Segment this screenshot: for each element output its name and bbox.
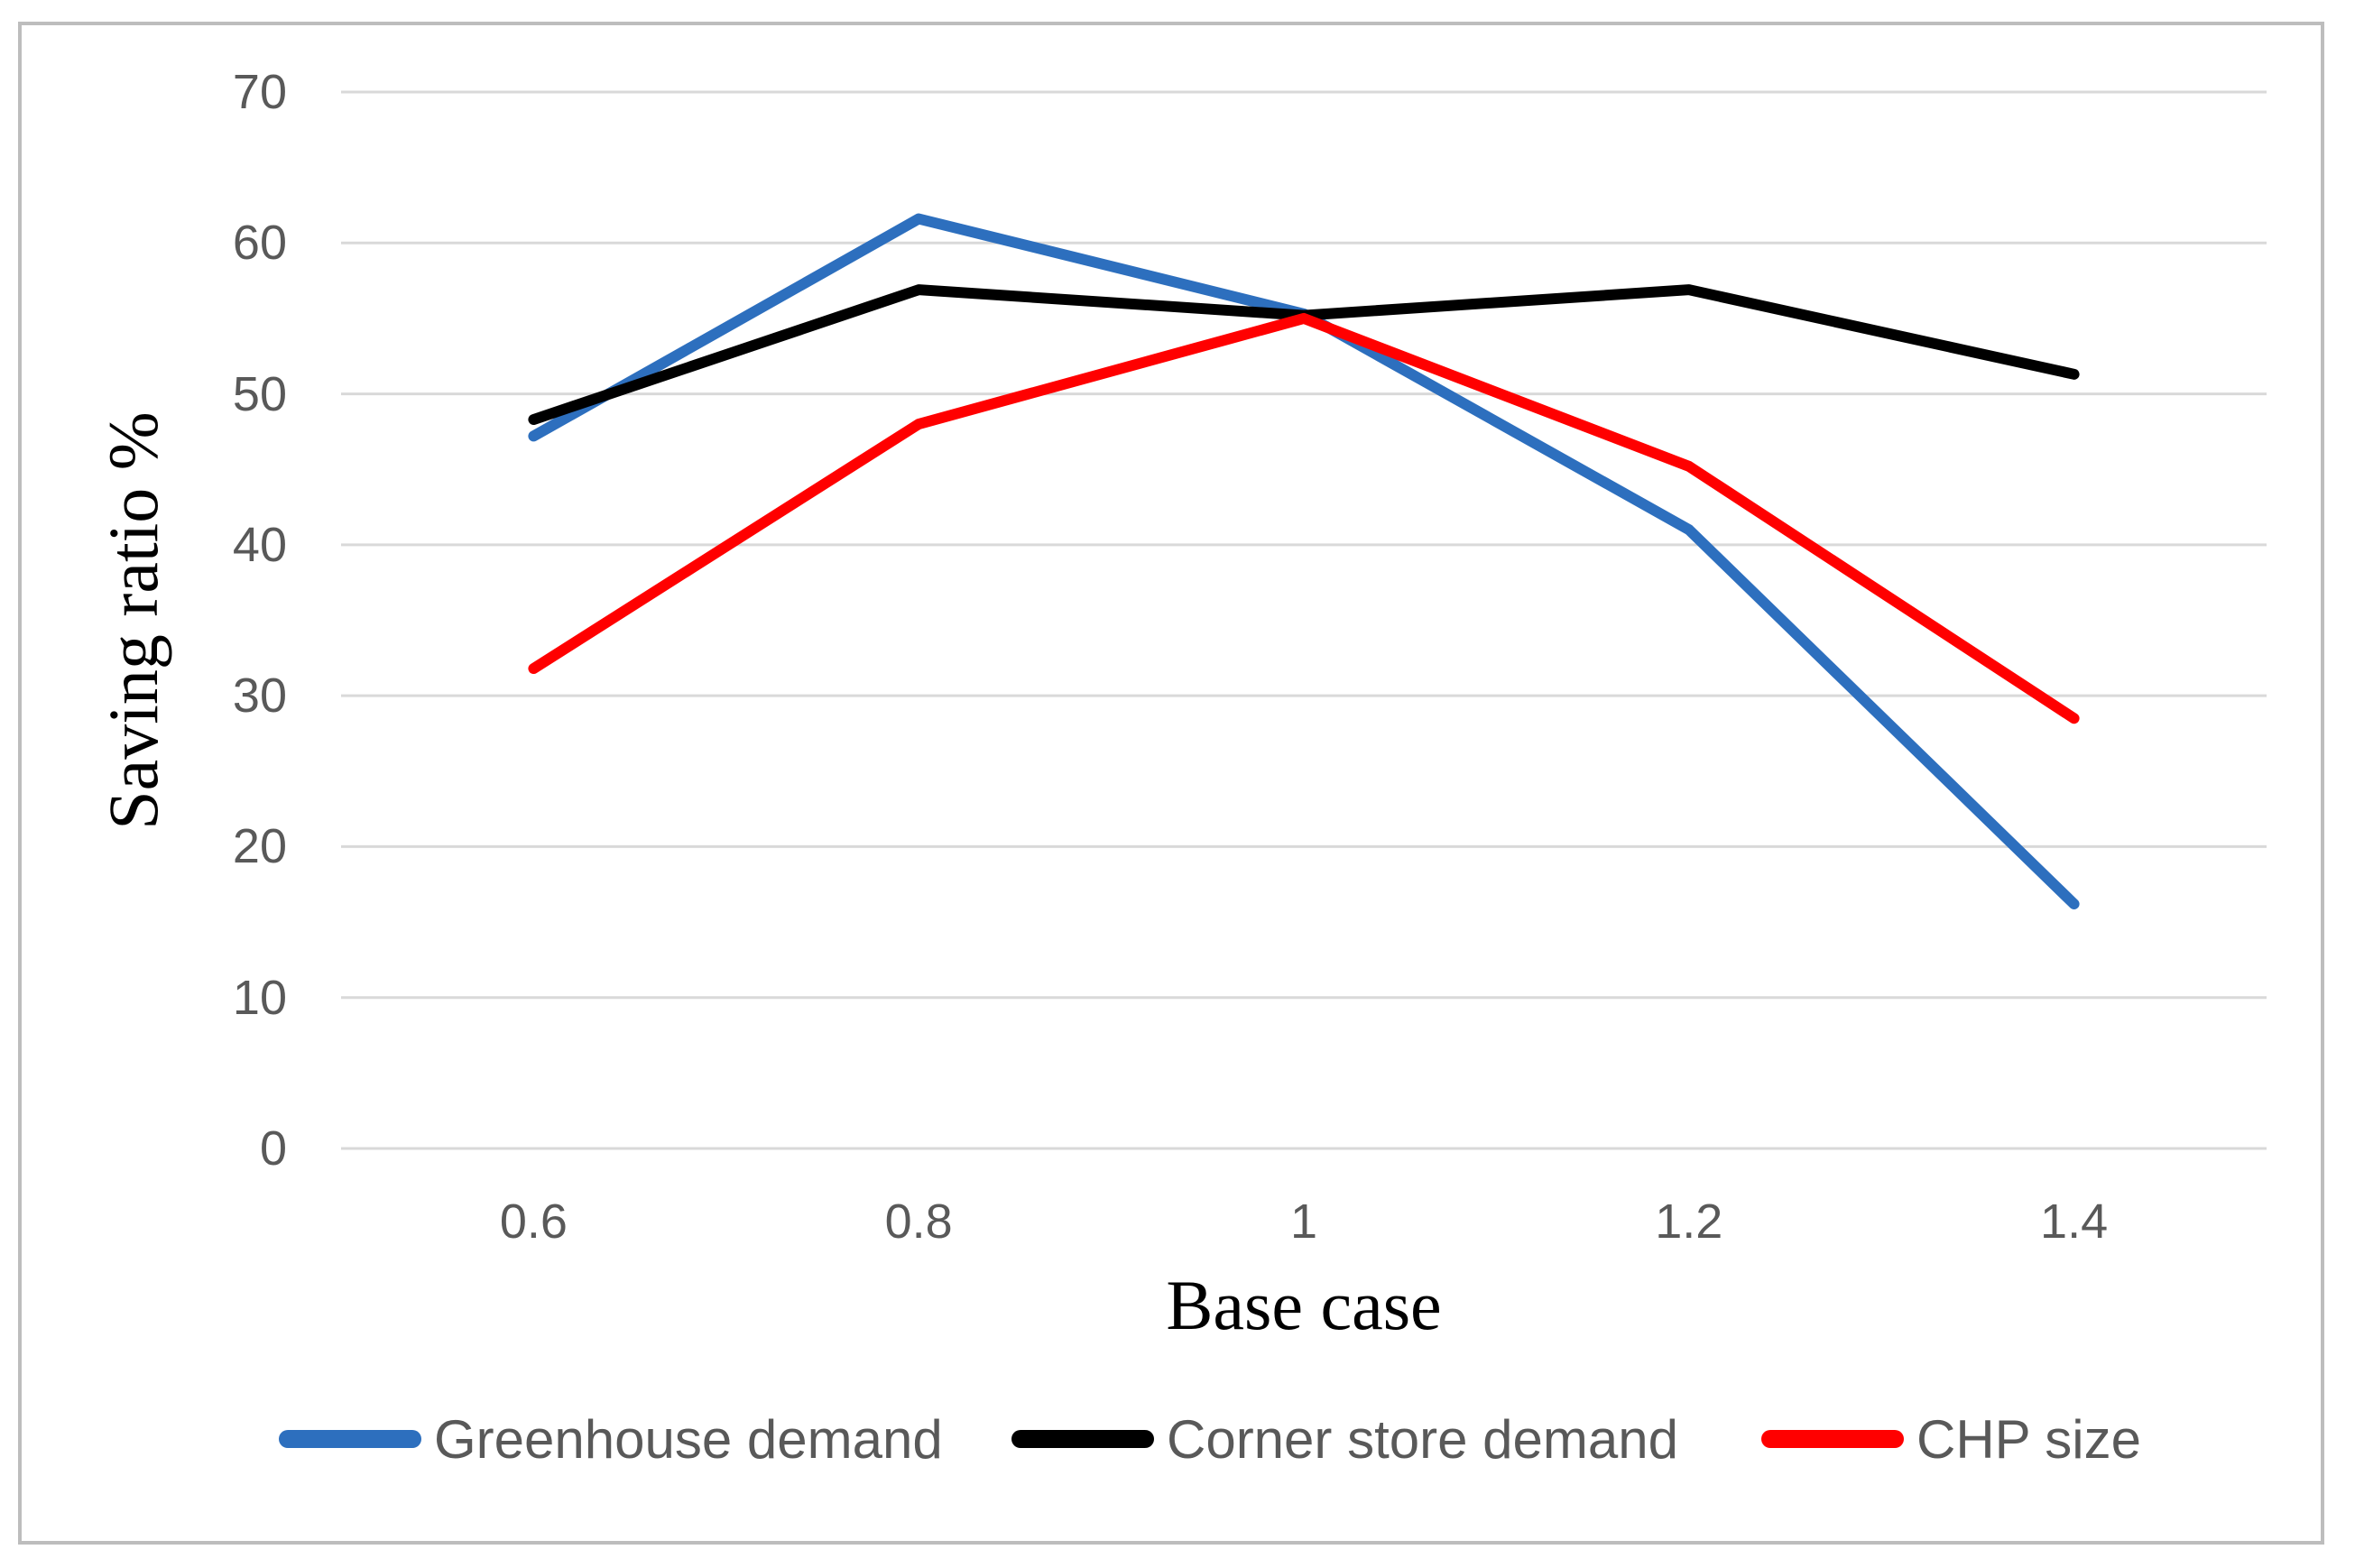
y-tick-label-40: 40 xyxy=(232,517,287,572)
y-tick-label-60: 60 xyxy=(232,216,287,271)
legend-swatch-icon xyxy=(279,1430,421,1448)
legend-item-greenhouse-demand: Greenhouse demand xyxy=(279,1407,943,1471)
legend-item-chp-size: CHP size xyxy=(1761,1407,2141,1471)
legend-label: Greenhouse demand xyxy=(434,1408,943,1470)
y-axis-title: Saving ratio % xyxy=(94,411,172,830)
x-tick-label-0.8: 0.8 xyxy=(884,1194,953,1249)
y-tick-label-10: 10 xyxy=(232,970,287,1025)
legend-swatch-icon xyxy=(1761,1430,1904,1448)
y-tick-label-70: 70 xyxy=(232,65,287,119)
x-tick-label-1: 1 xyxy=(1289,1194,1318,1249)
legend-item-corner-store-demand: Corner store demand xyxy=(1011,1407,1678,1471)
legend-label: Corner store demand xyxy=(1167,1408,1678,1470)
x-tick-label-1.4: 1.4 xyxy=(2040,1194,2109,1249)
series-line-chp-size xyxy=(528,312,2080,724)
legend-label: CHP size xyxy=(1916,1408,2141,1470)
x-tick-label-0.6: 0.6 xyxy=(499,1194,568,1249)
y-tick-label-20: 20 xyxy=(232,819,287,874)
figure-border xyxy=(18,22,2324,1545)
y-tick-label-0: 0 xyxy=(259,1121,287,1176)
y-tick-label-30: 30 xyxy=(232,669,287,724)
y-tick-label-50: 50 xyxy=(232,366,287,421)
x-tick-label-1.2: 1.2 xyxy=(1655,1194,1723,1249)
legend-swatch-icon xyxy=(1011,1430,1154,1448)
x-axis-title: Base case xyxy=(1166,1266,1442,1344)
